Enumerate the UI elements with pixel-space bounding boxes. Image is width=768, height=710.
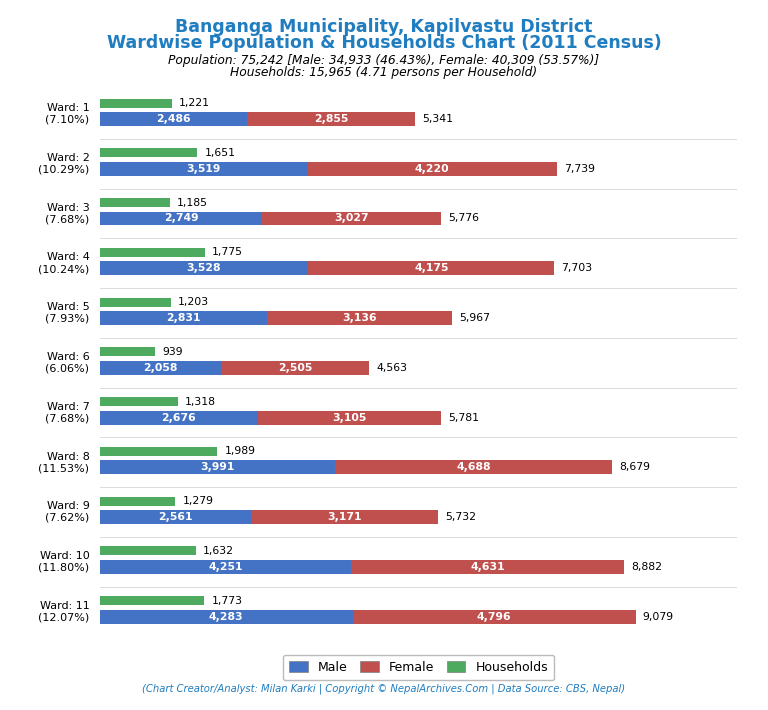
Text: 2,505: 2,505 <box>278 363 313 373</box>
Text: 8,882: 8,882 <box>631 562 662 572</box>
Bar <box>267 311 452 325</box>
Bar <box>100 248 204 257</box>
Text: 2,855: 2,855 <box>313 114 348 124</box>
Text: 2,486: 2,486 <box>156 114 190 124</box>
Text: 1,318: 1,318 <box>185 397 216 407</box>
Bar <box>100 311 267 325</box>
Text: 1,775: 1,775 <box>212 247 243 257</box>
Text: 4,688: 4,688 <box>456 462 491 472</box>
Bar <box>100 148 197 158</box>
Text: Households: 15,965 (4.71 persons per Household): Households: 15,965 (4.71 persons per Hou… <box>230 66 538 79</box>
Text: 4,175: 4,175 <box>414 263 449 273</box>
Text: 4,251: 4,251 <box>208 562 243 572</box>
Bar <box>100 297 170 307</box>
Legend: Male, Female, Households: Male, Female, Households <box>283 655 554 680</box>
Bar <box>100 447 217 456</box>
Bar <box>100 162 307 175</box>
Text: 4,563: 4,563 <box>376 363 407 373</box>
Text: 3,519: 3,519 <box>187 164 221 174</box>
Bar <box>100 212 262 226</box>
Text: 1,221: 1,221 <box>179 98 210 108</box>
Text: 1,632: 1,632 <box>204 546 234 556</box>
Bar <box>100 99 172 107</box>
Bar <box>100 410 258 425</box>
Bar <box>336 460 612 474</box>
Text: 3,991: 3,991 <box>200 462 235 472</box>
Text: 7,703: 7,703 <box>561 263 593 273</box>
Bar <box>221 361 369 375</box>
Text: 1,989: 1,989 <box>224 447 255 457</box>
Bar <box>100 460 336 474</box>
Text: 3,171: 3,171 <box>327 512 362 522</box>
Bar <box>100 397 177 406</box>
Bar <box>100 261 308 275</box>
Text: 939: 939 <box>162 347 183 357</box>
Text: 2,831: 2,831 <box>166 313 200 323</box>
Bar <box>258 410 441 425</box>
Text: 2,676: 2,676 <box>161 413 196 422</box>
Bar <box>262 212 441 226</box>
Text: 5,967: 5,967 <box>459 313 490 323</box>
Text: 4,631: 4,631 <box>470 562 505 572</box>
Bar <box>100 560 351 574</box>
Text: 3,027: 3,027 <box>334 214 369 224</box>
Text: 1,773: 1,773 <box>211 596 243 606</box>
Bar <box>247 112 415 126</box>
Bar <box>353 610 636 623</box>
Text: 9,079: 9,079 <box>643 611 674 622</box>
Text: 1,279: 1,279 <box>183 496 214 506</box>
Text: Banganga Municipality, Kapilvastu District: Banganga Municipality, Kapilvastu Distri… <box>175 18 593 36</box>
Text: 3,136: 3,136 <box>343 313 377 323</box>
Bar <box>100 361 221 375</box>
Bar <box>308 261 554 275</box>
Text: 3,105: 3,105 <box>333 413 366 422</box>
Text: 5,776: 5,776 <box>448 214 478 224</box>
Bar <box>100 596 204 605</box>
Text: 3,528: 3,528 <box>187 263 221 273</box>
Text: 2,561: 2,561 <box>158 512 193 522</box>
Bar <box>100 510 251 524</box>
Text: 8,679: 8,679 <box>619 462 650 472</box>
Text: 1,203: 1,203 <box>178 297 209 307</box>
Bar <box>100 198 170 207</box>
Text: 4,283: 4,283 <box>209 611 243 622</box>
Text: 2,058: 2,058 <box>144 363 177 373</box>
Text: 4,796: 4,796 <box>477 611 511 622</box>
Text: 5,732: 5,732 <box>445 512 476 522</box>
Text: 5,781: 5,781 <box>449 413 479 422</box>
Text: (Chart Creator/Analyst: Milan Karki | Copyright © NepalArchives.Com | Data Sourc: (Chart Creator/Analyst: Milan Karki | Co… <box>142 684 626 694</box>
Bar <box>100 610 353 623</box>
Bar <box>351 560 624 574</box>
Text: Wardwise Population & Households Chart (2011 Census): Wardwise Population & Households Chart (… <box>107 34 661 52</box>
Text: 1,185: 1,185 <box>177 197 208 207</box>
Text: 5,341: 5,341 <box>422 114 453 124</box>
Text: 7,739: 7,739 <box>564 164 594 174</box>
Text: 1,651: 1,651 <box>204 148 235 158</box>
Bar <box>100 547 196 555</box>
Text: Population: 75,242 [Male: 34,933 (46.43%), Female: 40,309 (53.57%)]: Population: 75,242 [Male: 34,933 (46.43%… <box>168 54 600 67</box>
Bar <box>100 497 175 506</box>
Bar <box>100 112 247 126</box>
Bar <box>307 162 557 175</box>
Text: 4,220: 4,220 <box>415 164 449 174</box>
Bar <box>100 347 155 356</box>
Bar <box>251 510 439 524</box>
Text: 2,749: 2,749 <box>164 214 198 224</box>
